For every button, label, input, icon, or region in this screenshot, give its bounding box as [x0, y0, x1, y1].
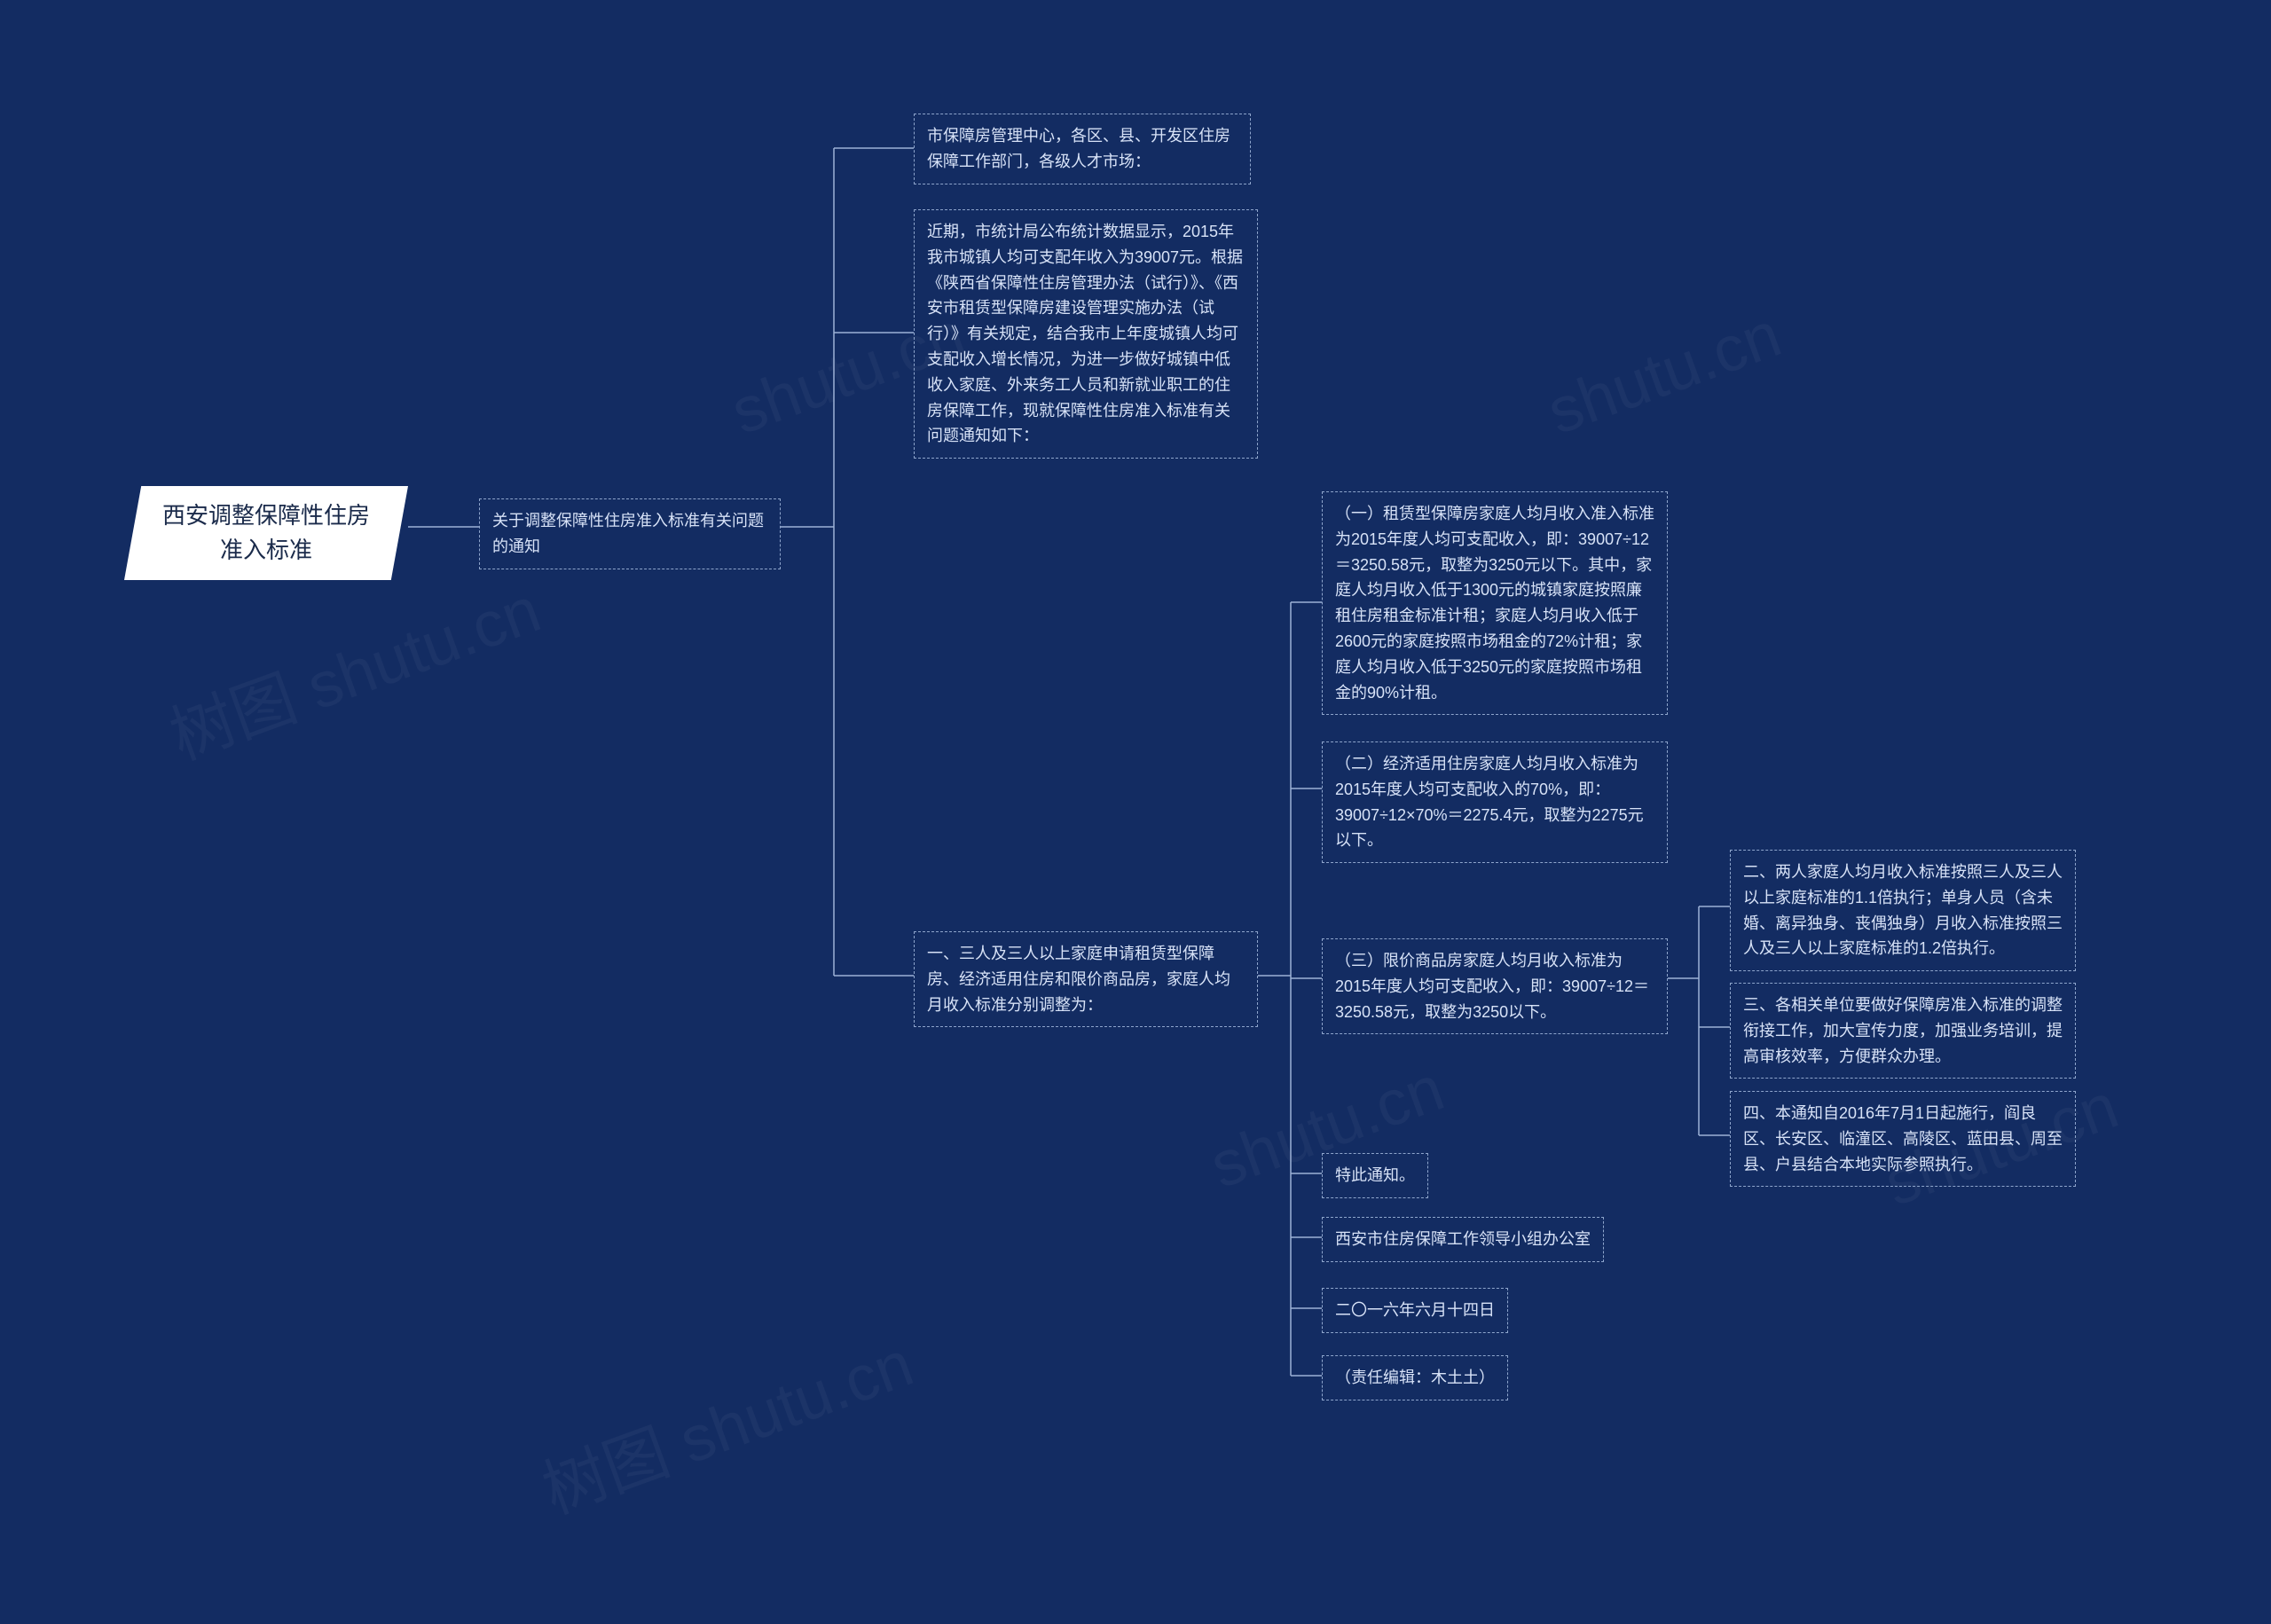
node-level1[interactable]: 关于调整保障性住房准入标准有关问题的通知	[479, 498, 781, 569]
node-item1[interactable]: （一）租赁型保障房家庭人均月收入准入标准为2015年度人均可支配收入，即：390…	[1322, 491, 1668, 715]
node-date[interactable]: 二〇一六年六月十四日	[1322, 1288, 1508, 1333]
node-section1[interactable]: 一、三人及三人以上家庭申请租赁型保障房、经济适用住房和限价商品房，家庭人均月收入…	[914, 931, 1258, 1027]
root-node[interactable]: 西安调整保障性住房准入标准	[124, 486, 408, 580]
watermark: 树图 shutu.cn	[155, 558, 551, 778]
node-section4[interactable]: 四、本通知自2016年7月1日起施行，阎良区、长安区、临潼区、高陵区、蓝田县、周…	[1730, 1091, 2076, 1187]
node-recipients[interactable]: 市保障房管理中心，各区、县、开发区住房保障工作部门，各级人才市场：	[914, 114, 1251, 184]
node-closing[interactable]: 特此通知。	[1322, 1153, 1428, 1198]
watermark: shutu.cn	[1538, 298, 1790, 449]
node-preamble[interactable]: 近期，市统计局公布统计数据显示，2015年我市城镇人均可支配年收入为39007元…	[914, 209, 1258, 459]
node-item3[interactable]: （三）限价商品房家庭人均月收入标准为2015年度人均可支配收入，即：39007÷…	[1322, 938, 1668, 1034]
watermark: 树图 shutu.cn	[528, 1312, 923, 1532]
node-item2[interactable]: （二）经济适用住房家庭人均月收入标准为2015年度人均可支配收入的70%，即：3…	[1322, 741, 1668, 863]
node-issuer[interactable]: 西安市住房保障工作领导小组办公室	[1322, 1217, 1604, 1262]
node-section2[interactable]: 二、两人家庭人均月收入标准按照三人及三人以上家庭标准的1.1倍执行；单身人员（含…	[1730, 850, 2076, 971]
node-section3[interactable]: 三、各相关单位要做好保障房准入标准的调整衔接工作，加大宣传力度，加强业务培训，提…	[1730, 983, 2076, 1079]
node-editor[interactable]: （责任编辑：木土土）	[1322, 1355, 1508, 1400]
